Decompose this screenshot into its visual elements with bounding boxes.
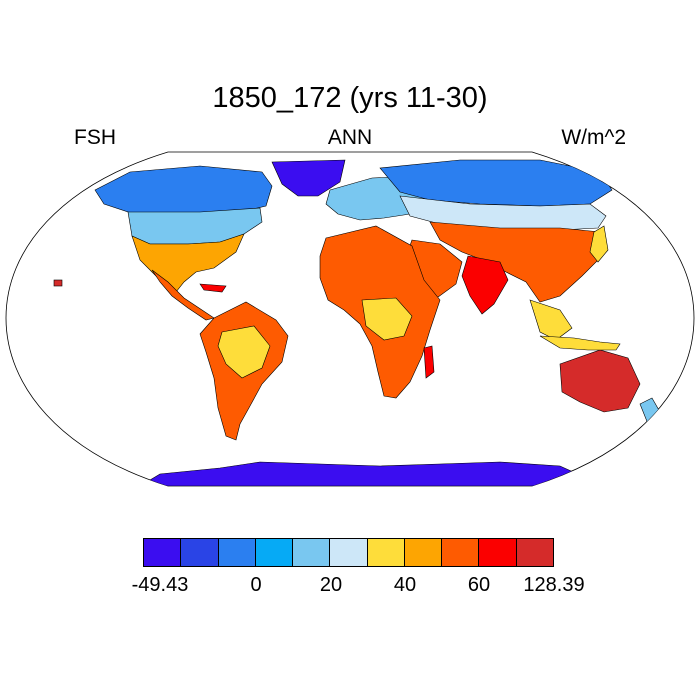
asia-south (429, 221, 605, 303)
color-legend-tick-label: 40 (393, 574, 417, 596)
hawaii (53, 279, 63, 287)
color-legend-box (479, 539, 517, 566)
color-legend-box (293, 539, 331, 566)
color-legend-box (404, 539, 443, 566)
color-legend-tick-label: 60 (467, 574, 491, 596)
greenland (271, 159, 346, 197)
color-legend-box (255, 539, 294, 566)
color-legend-box (144, 539, 182, 566)
indonesia (539, 335, 621, 351)
color-legend-box (442, 539, 480, 566)
australia (559, 349, 641, 413)
mexico (151, 269, 215, 321)
color-legend-box (330, 539, 368, 566)
africa-central (361, 297, 413, 341)
color-legend-tick-label: 128.39 (523, 574, 585, 596)
variable-label: FSH (74, 126, 116, 149)
color-legend-box (181, 539, 219, 566)
color-legend-box (516, 539, 553, 566)
color-legend-tick-label: -49.43 (131, 574, 189, 596)
map-title: 1850_172 (yrs 11-30) (212, 82, 488, 114)
madagascar (423, 345, 435, 379)
japan (589, 225, 609, 263)
units-label: W/m^2 (561, 126, 626, 149)
southeast-asia (529, 299, 573, 341)
asia-mid (399, 195, 607, 231)
color-legend-box (218, 539, 256, 566)
south-america-interior (217, 325, 271, 379)
season-label: ANN (327, 126, 373, 149)
color-legend-tick-label: 20 (319, 574, 343, 596)
caribbean (199, 283, 227, 293)
color-legend-tick-label: 0 (250, 574, 262, 596)
india (461, 255, 509, 315)
color-legend (143, 538, 554, 567)
color-legend-box (367, 539, 405, 566)
